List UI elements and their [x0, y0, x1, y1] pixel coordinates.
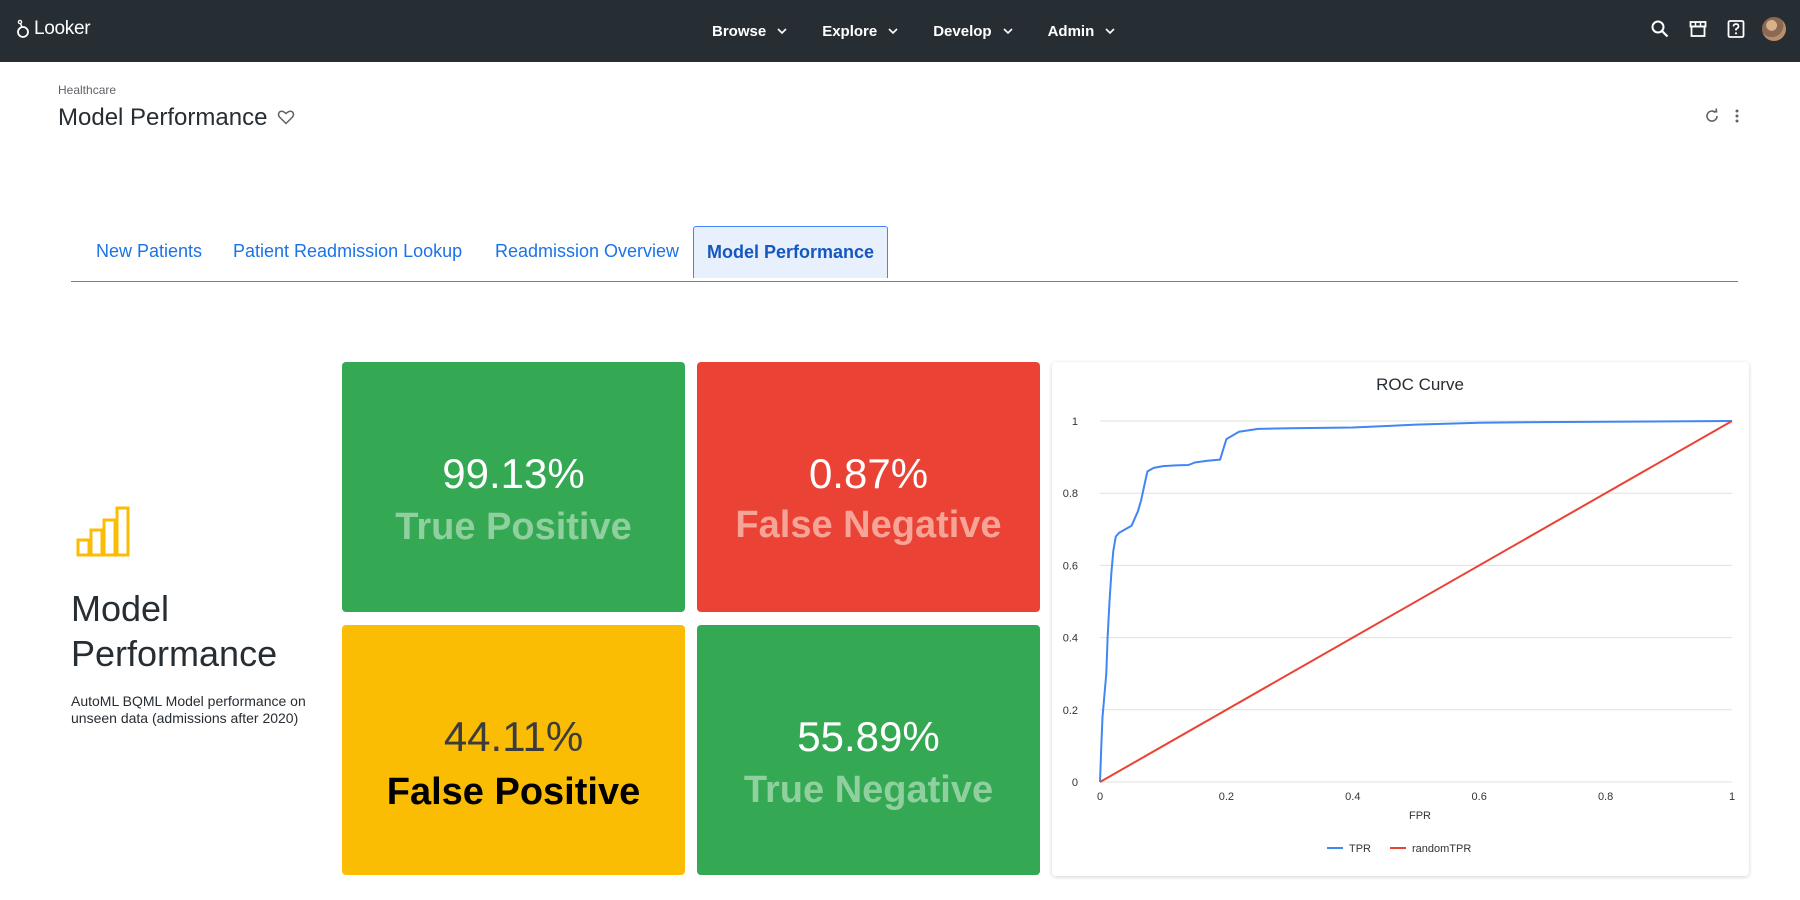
y-tick-label: 0 — [1072, 777, 1078, 789]
kpi-value: 55.89% — [797, 713, 940, 760]
looker-logo[interactable]: Looker — [16, 18, 91, 40]
top-nav-bar: Looker Browse Explore Develop Admin — [0, 0, 1800, 62]
dashboard-tabs: New Patients Patient Readmission Lookup … — [71, 226, 1738, 282]
more-vert-icon[interactable] — [1734, 108, 1740, 124]
top-icons — [1634, 17, 1786, 41]
roc-chart: ROC Curve 0 0.2 0.4 0.6 0.8 1 0 0.2 0.4 0.6 0.8 1 FPR… — [1063, 375, 1735, 855]
chevron-down-icon — [888, 28, 898, 35]
x-tick-label: 0.2 — [1219, 791, 1234, 803]
logo-text: Looker — [34, 18, 91, 39]
kpi-true-negative[interactable]: 55.89% True Negative — [697, 625, 1040, 875]
nav-label: Browse — [712, 22, 767, 40]
nav-label: Explore — [822, 22, 878, 40]
kpi-value: 44.11% — [443, 713, 584, 760]
kpi-false-negative[interactable]: 0.87% False Negative — [697, 362, 1040, 612]
marketplace-icon[interactable] — [1686, 17, 1710, 41]
y-tick-label: 0.6 — [1063, 560, 1078, 572]
chart-title: ROC Curve — [1376, 375, 1464, 394]
chevron-down-icon — [1003, 28, 1013, 35]
x-axis-label: FPR — [1409, 810, 1431, 822]
page-title-text: Model Performance — [58, 104, 268, 131]
y-tick-label: 0.4 — [1063, 633, 1078, 645]
nav-label: Develop — [933, 22, 992, 40]
tab-patient-readmission-lookup[interactable]: Patient Readmission Lookup — [233, 241, 463, 261]
nav-explore[interactable]: Explore — [822, 23, 899, 40]
chevron-down-icon — [777, 28, 787, 35]
kpi-true-positive[interactable]: 99.13% True Positive — [342, 362, 685, 612]
tile-description: AutoML BQML Model performance on unseen … — [71, 693, 306, 726]
tab-readmission-overview[interactable]: Readmission Overview — [495, 241, 680, 261]
kpi-value: 99.13% — [442, 450, 585, 497]
avatar[interactable] — [1762, 17, 1786, 41]
tab-model-performance[interactable]: Model Performance — [693, 226, 888, 278]
y-tick-label: 0.8 — [1063, 488, 1078, 500]
page-title: Model Performance — [58, 104, 295, 132]
y-tick-label: 0.2 — [1063, 705, 1078, 717]
search-icon[interactable] — [1648, 17, 1672, 41]
nav-label: Admin — [1047, 22, 1095, 40]
x-tick-label: 0.6 — [1472, 791, 1487, 803]
x-tick-label: 0.4 — [1345, 791, 1360, 803]
kpi-label: True Positive — [395, 506, 632, 548]
kpi-label: False Positive — [386, 771, 641, 813]
nav-admin[interactable]: Admin — [1048, 23, 1117, 40]
kpi-label: False Negative — [735, 504, 1002, 546]
kpi-false-positive[interactable]: 44.11% False Positive — [342, 625, 685, 875]
chevron-down-icon — [1105, 28, 1115, 35]
tile-title: Model Performance — [71, 588, 278, 674]
main-nav: Browse Explore Develop Admin — [712, 0, 1150, 62]
series-line-randomtpr — [1099, 420, 1733, 783]
x-tick-label: 0 — [1097, 791, 1103, 803]
tab-new-patients[interactable]: New Patients — [96, 241, 203, 261]
kpi-label: True Negative — [743, 769, 994, 811]
roc-chart-tile[interactable]: ROC Curve 0 0.2 0.4 0.6 0.8 1 0 0.2 0.4 0.6 0.8 1 FPR… — [1052, 362, 1749, 876]
heart-icon[interactable] — [277, 104, 295, 132]
nav-develop[interactable]: Develop — [933, 23, 1013, 40]
refresh-icon[interactable] — [1704, 108, 1720, 124]
series-line-tpr — [1099, 420, 1733, 783]
legend-label: TPR — [1349, 843, 1371, 855]
y-tick-label: 1 — [1072, 416, 1078, 428]
nav-browse[interactable]: Browse — [712, 23, 788, 40]
legend-label: randomTPR — [1412, 843, 1471, 855]
avatar-image — [1762, 17, 1786, 41]
kpi-value: 0.87% — [808, 450, 929, 497]
x-tick-label: 1 — [1729, 791, 1735, 803]
bar-chart-icon — [76, 506, 130, 563]
help-icon[interactable] — [1724, 17, 1748, 41]
dashboard-actions — [1690, 108, 1740, 124]
breadcrumb[interactable]: Healthcare — [58, 83, 117, 97]
x-tick-label: 0.8 — [1598, 791, 1613, 803]
looker-logo-icon — [17, 19, 29, 38]
